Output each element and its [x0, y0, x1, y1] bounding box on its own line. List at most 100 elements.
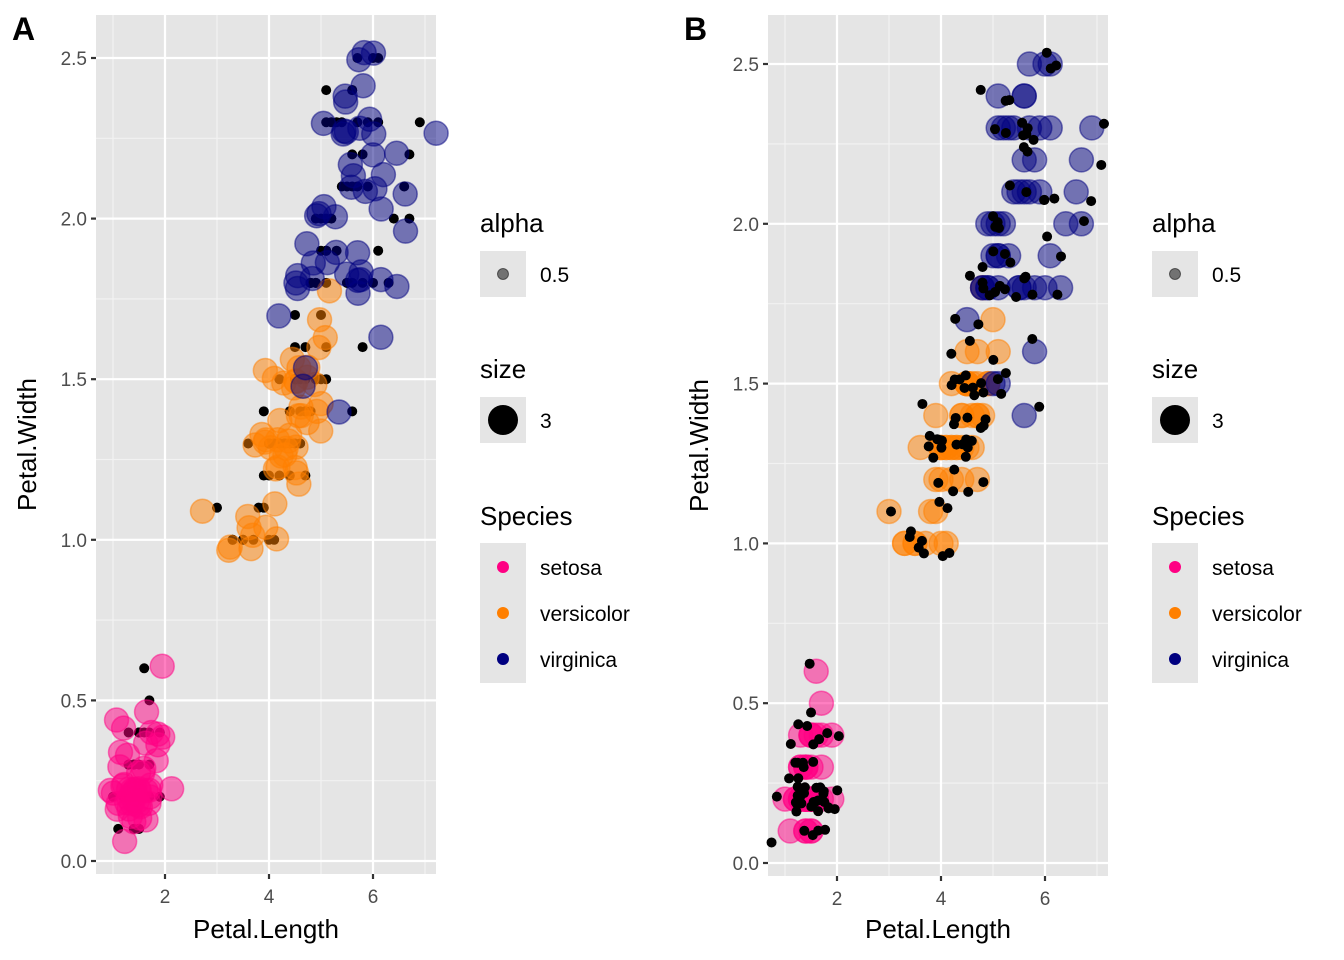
point-black	[980, 414, 991, 425]
point-black	[1020, 271, 1031, 282]
point-black	[414, 117, 425, 128]
point-virginica	[340, 162, 367, 189]
point-setosa	[110, 715, 137, 741]
point-virginica	[333, 261, 360, 287]
point-virginica	[332, 83, 358, 109]
point-black	[806, 707, 817, 718]
point-black	[992, 374, 1003, 385]
x-tick-label: 6	[368, 887, 379, 908]
point-black	[989, 124, 1000, 135]
point-black	[1034, 401, 1045, 412]
point-black	[1041, 47, 1052, 58]
point-black	[1000, 368, 1011, 379]
point-black	[1011, 291, 1022, 302]
point-virginica	[326, 399, 352, 425]
x-tick-label: 6	[1040, 889, 1051, 910]
point-virginica	[1053, 211, 1079, 237]
legend-alpha-label: 0.5	[1212, 264, 1241, 287]
point-black	[964, 335, 975, 346]
point-black	[799, 788, 810, 799]
y-tick-label: 1.5	[61, 370, 87, 391]
y-axis-title: Petal.Width	[684, 379, 714, 512]
point-black	[373, 245, 384, 256]
legend-versicolor-label: versicolor	[540, 603, 630, 626]
point-black	[946, 348, 957, 359]
legend-alpha-title: alpha	[480, 208, 544, 238]
point-virginica	[300, 250, 327, 276]
legend-alpha-point	[1169, 268, 1181, 280]
point-black	[813, 806, 824, 817]
legend-size-title: size	[480, 354, 526, 384]
y-tick-label: 0.5	[61, 691, 87, 712]
point-versicolor	[316, 278, 343, 304]
y-tick-label: 2.5	[61, 49, 87, 70]
point-black	[948, 419, 959, 430]
point-virginica	[344, 240, 371, 266]
legend-size-point	[1160, 405, 1190, 435]
y-tick-label: 1.0	[733, 534, 759, 555]
legend-setosa-point	[497, 561, 509, 573]
x-tick-label: 4	[936, 889, 947, 910]
point-versicolor	[262, 491, 288, 517]
point-black	[796, 798, 807, 809]
point-black	[960, 451, 971, 462]
y-axis-title: Petal.Width	[12, 378, 42, 511]
point-virginica	[1011, 83, 1037, 109]
point-black	[975, 84, 986, 95]
legend-versicolor-point	[1169, 607, 1181, 619]
point-versicolor	[282, 454, 308, 481]
legend-virginica-point	[1169, 653, 1181, 665]
point-black	[1027, 333, 1038, 344]
point-black	[766, 837, 777, 848]
point-virginica	[360, 40, 387, 66]
y-axis: 0.0 0.5 1.0 1.5 2.0 2.5	[733, 55, 768, 875]
legend-b: alpha 0.5 size 3 Species setosa versicol…	[1152, 208, 1302, 683]
point-virginica	[356, 106, 383, 133]
point-black	[804, 658, 815, 669]
y-tick-label: 2.0	[61, 210, 87, 231]
point-virginica	[323, 239, 349, 266]
x-tick-label: 2	[160, 887, 171, 908]
point-black	[1004, 180, 1015, 191]
point-virginica	[345, 280, 371, 307]
point-black	[1021, 187, 1032, 198]
point-black	[1049, 193, 1060, 204]
point-black	[785, 738, 796, 749]
point-setosa	[130, 755, 157, 782]
point-black	[771, 791, 782, 802]
point-virginica	[333, 119, 360, 145]
point-black	[937, 551, 948, 562]
point-black	[1051, 60, 1062, 71]
legend-versicolor-label: versicolor	[1212, 603, 1302, 626]
y-tick-label: 0.0	[61, 852, 87, 873]
point-versicolor	[923, 402, 949, 429]
legend-alpha-point	[497, 268, 509, 280]
y-tick-label: 2.5	[733, 55, 759, 76]
point-black	[833, 731, 844, 742]
point-black	[964, 270, 975, 281]
point-black	[988, 246, 999, 257]
point-black	[1096, 159, 1107, 170]
point-black	[990, 287, 1001, 298]
grid-minor	[768, 15, 1108, 876]
point-setosa	[124, 788, 151, 814]
point-virginica	[266, 303, 292, 329]
point-black	[1042, 231, 1053, 242]
x-axis: 2 4 6	[160, 874, 379, 908]
point-black	[321, 85, 332, 96]
x-axis: 2 4 6	[832, 876, 1051, 910]
panel-a: A 0.0 0.5 1.0 1.5 2.0 2.5 2 4 6 Petal.Length Pe…	[12, 11, 449, 944]
point-setosa	[138, 719, 165, 746]
panel-tag-a: A	[12, 11, 35, 47]
point-virginica	[392, 218, 419, 244]
point-black	[977, 262, 988, 273]
point-black	[1000, 127, 1011, 138]
y-tick-label: 2.0	[733, 215, 759, 236]
point-black	[357, 342, 368, 353]
point-black	[923, 441, 934, 452]
point-black	[793, 719, 804, 730]
point-black	[978, 477, 989, 488]
legend-virginica-label: virginica	[540, 649, 617, 672]
point-black	[1004, 95, 1015, 106]
